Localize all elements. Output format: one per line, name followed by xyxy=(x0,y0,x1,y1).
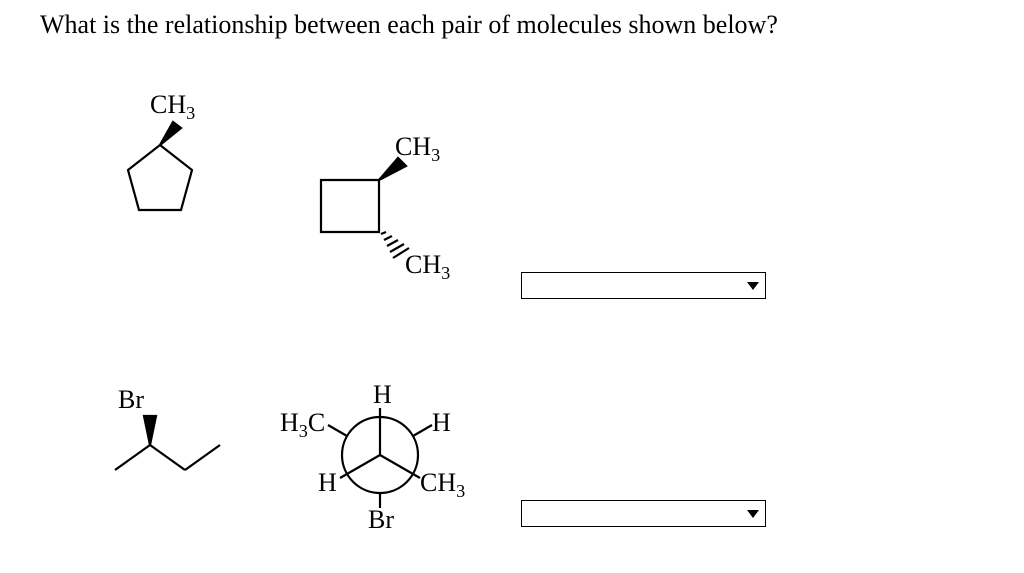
label-b2-h-lowerleft: H xyxy=(318,468,337,498)
dropdown-row1[interactable] xyxy=(521,272,766,299)
label-b2-h3c-left: H3C xyxy=(280,408,325,442)
label-b1-br: Br xyxy=(118,385,144,415)
label-a2-ch3-top: CH3 xyxy=(395,132,440,166)
label-a2-ch3-bottom: CH3 xyxy=(405,250,450,284)
label-b2-h-top: H xyxy=(373,380,392,410)
label-b2-br-bottom: Br xyxy=(368,505,394,535)
label-b2-h-right: H xyxy=(432,408,451,438)
label-b2-ch3-right: CH3 xyxy=(420,468,465,502)
dropdown-row2[interactable] xyxy=(521,500,766,527)
structures-svg xyxy=(0,0,1024,573)
label-a1-ch3: CH3 xyxy=(150,90,195,124)
